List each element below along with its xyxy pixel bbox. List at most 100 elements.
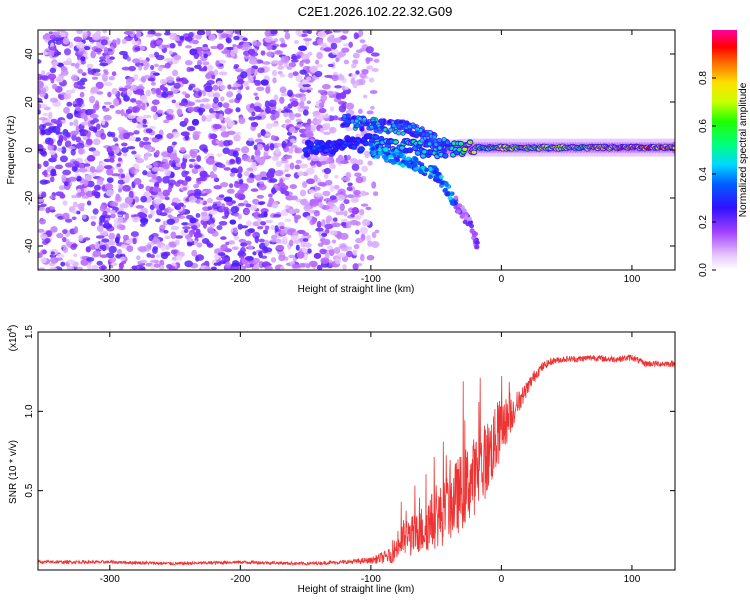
spectrogram-cell (164, 244, 171, 250)
spectrogram-cell (373, 58, 380, 63)
spectrogram-cell (202, 105, 211, 109)
spectrogram-cell (184, 170, 190, 175)
spectrogram-cell (321, 232, 328, 237)
spectrogram-cell (169, 171, 175, 178)
spectrogram-cell (153, 263, 161, 268)
spectrogram-cell (256, 156, 266, 164)
spectrogram-cell (168, 50, 173, 55)
spectrogram-cell (138, 183, 144, 190)
spectrogram-cell (73, 119, 79, 127)
spectrogram-cell (341, 85, 346, 91)
spectrogram-cell (299, 101, 305, 109)
spectrogram-cell (252, 251, 257, 256)
spectrogram-cell (266, 43, 273, 51)
spectrogram-cell (107, 131, 113, 138)
spectrogram-cell (354, 119, 359, 123)
spectrogram-cell (336, 194, 346, 201)
spectrogram-cell (275, 238, 282, 244)
spectrogram-cell (109, 56, 115, 60)
x-tick-label: -300 (100, 274, 120, 285)
spectrogram-cell (319, 248, 327, 255)
spectrogram-cell (292, 231, 299, 236)
spectrogram-cell (295, 159, 302, 164)
spectrogram-cell (90, 215, 97, 220)
spectrogram-cell (87, 108, 96, 114)
spectrogram-cell (472, 232, 477, 238)
spectrogram-cell (216, 153, 223, 157)
spectrogram-cell (321, 205, 330, 211)
spectrogram-cell (124, 30, 133, 35)
spectrogram-cell (346, 194, 355, 199)
spectrogram-cell (99, 62, 109, 67)
spectrogram-cell (294, 93, 303, 98)
spectrogram-cell (258, 201, 266, 205)
spectrogram-cell (78, 47, 85, 52)
spectrogram-cell (238, 238, 247, 243)
spectrogram-cell (366, 254, 375, 261)
spectrogram-cell (133, 130, 140, 135)
spectrogram-cell (202, 221, 208, 229)
spectrogram-cell (197, 107, 206, 113)
spectrogram-cell (226, 91, 234, 98)
spectrogram-cell (207, 64, 214, 72)
spectrogram-cell (269, 30, 278, 35)
spectrogram-cell (238, 117, 246, 125)
spectrogram-cell (279, 73, 285, 78)
spectrogram-cell (297, 171, 305, 177)
spectrogram-cell (128, 65, 137, 72)
spectrogram-cell (462, 147, 468, 151)
spectrogram-cell (153, 235, 158, 243)
spectrogram-cell (272, 77, 277, 84)
spectrogram-cell (244, 255, 254, 261)
spectrogram-cell (76, 85, 86, 90)
spectrogram-cell (90, 50, 97, 59)
spectrogram-cell (167, 186, 172, 193)
spectrogram-cell (301, 79, 309, 85)
spectrogram-cell (312, 118, 322, 125)
spectrogram-cell (141, 102, 146, 111)
spectrogram-cell (40, 233, 48, 240)
spectrogram-cell (377, 151, 383, 156)
spectrogram-cell (211, 102, 219, 109)
spectrogram-cell (85, 246, 91, 253)
spectrogram-cell (38, 103, 41, 110)
spectrogram-cell (236, 79, 245, 85)
spectrogram-cell (231, 86, 238, 90)
spectrogram-cell (155, 254, 161, 258)
spectrogram-cell (358, 30, 364, 37)
spectrogram-cell (89, 113, 99, 119)
spectrogram-cell (352, 52, 360, 59)
spectrogram-cell (142, 114, 152, 119)
spectrogram-cell (250, 188, 259, 192)
spectrogram-cell (62, 169, 72, 176)
spectrogram-cell (225, 241, 230, 246)
spectrogram-cell (296, 251, 305, 259)
spectrogram-cell (257, 226, 264, 230)
spectrogram-cell (62, 246, 69, 254)
spectrogram-cell (191, 249, 198, 257)
spectrogram-cell (191, 118, 200, 126)
spectrogram-cell (361, 165, 368, 173)
spectrogram-cell (293, 214, 302, 220)
spectrogram-cell (346, 186, 353, 192)
spectrogram-cell (317, 181, 327, 187)
spectrogram-cell (169, 42, 176, 49)
spectrogram-cell (72, 161, 80, 166)
spectrogram-cell (360, 253, 365, 262)
spectrogram-cell (317, 198, 323, 203)
spectrogram-cell (424, 140, 429, 144)
spectrogram-cell (218, 220, 228, 226)
spectrogram-cell (302, 238, 309, 242)
spectrogram-cell (393, 140, 399, 144)
spectrogram-cell (256, 194, 264, 199)
spectrogram-cell (43, 169, 48, 178)
spectrogram-cell (77, 68, 83, 74)
spectrogram-cell (290, 195, 298, 201)
spectrogram-cell (351, 63, 357, 69)
spectrogram-cell (370, 105, 375, 110)
spectrogram-cell (157, 109, 164, 114)
spectrogram-cell (207, 206, 213, 211)
spectrogram-cell (289, 162, 295, 170)
spectrogram-cell (188, 83, 196, 88)
spectrogram-cell (176, 215, 186, 219)
